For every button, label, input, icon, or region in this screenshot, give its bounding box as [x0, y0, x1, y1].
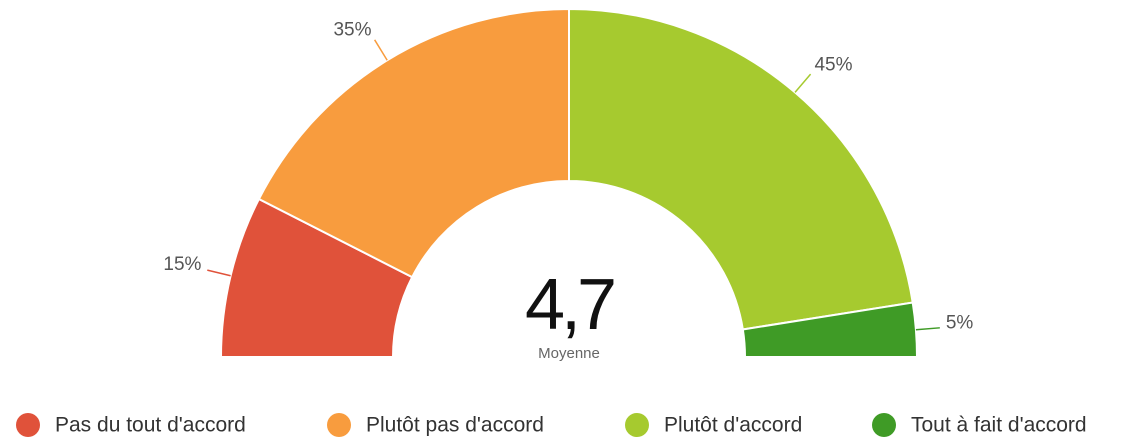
center-value: 4,7 — [525, 265, 614, 345]
leader-line — [207, 269, 231, 277]
legend-label: Pas du tout d'accord — [55, 414, 246, 437]
legend-swatch — [16, 413, 40, 437]
center-label: Moyenne — [538, 345, 600, 362]
data-label: 5% — [946, 312, 974, 333]
data-label: 45% — [814, 55, 852, 76]
legend-swatch — [327, 413, 351, 437]
legend-label: Plutôt pas d'accord — [366, 414, 544, 437]
data-label: 35% — [333, 20, 371, 41]
slice — [568, 7, 914, 331]
leader-line — [373, 39, 388, 61]
leader-line — [915, 327, 940, 331]
legend-label: Plutôt d'accord — [664, 414, 802, 437]
legend-swatch — [625, 413, 649, 437]
data-label: 15% — [163, 254, 201, 275]
legend-swatch — [872, 413, 896, 437]
legend-label: Tout à fait d'accord — [911, 414, 1087, 437]
leader-line — [794, 73, 812, 93]
slice — [257, 7, 570, 279]
slice — [741, 301, 919, 358]
